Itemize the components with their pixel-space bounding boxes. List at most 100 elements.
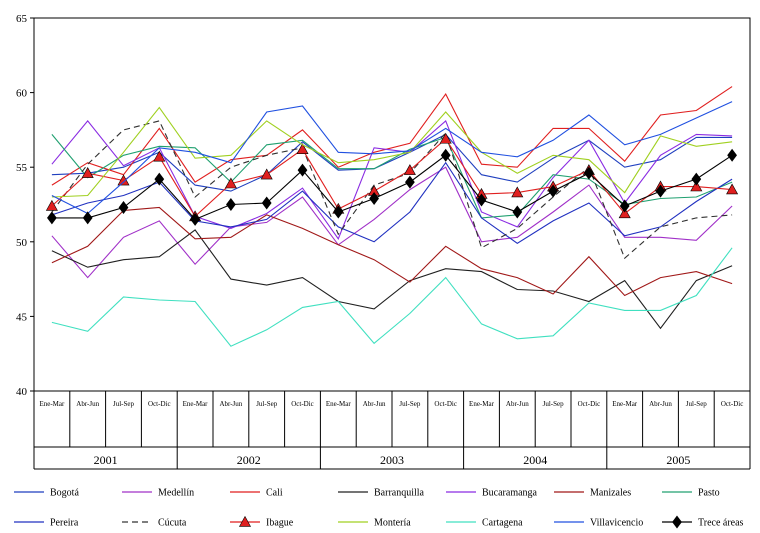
triangle-marker [260, 168, 273, 180]
x-tick-label: Oct-Dic [148, 400, 171, 408]
series-4 [51, 119, 733, 240]
triangle-marker [45, 199, 58, 211]
legend-label: Medellín [158, 488, 194, 499]
legend-item: Pereira [14, 518, 79, 529]
triangle-marker [153, 150, 166, 162]
diamond-marker [190, 212, 200, 226]
legend-label: Barranquilla [374, 488, 425, 499]
series-0 [51, 133, 733, 192]
y-axis: 40 45 50 55 60 65 [16, 13, 34, 398]
legend-item: Montería [338, 518, 411, 529]
diamond-marker [476, 193, 487, 207]
legend-label: Manizales [590, 488, 631, 499]
x-tick-label: Oct-Dic [578, 400, 601, 408]
x-tick-label: Jul-Sep [113, 400, 135, 408]
legend-item: Barranquilla [338, 488, 425, 499]
series-line [51, 247, 733, 347]
triangle-marker [726, 183, 739, 195]
legend-item: Medellín [122, 488, 194, 499]
legend-item: Bogotá [14, 488, 79, 499]
year-label: 2001 [94, 453, 118, 467]
legend-label: Cali [266, 488, 283, 499]
x-tick-label: Oct-Dic [291, 400, 314, 408]
x-tick-label: Oct-Dic [434, 400, 457, 408]
triangle-marker [439, 132, 452, 144]
x-tick-label: Abr-Jun [76, 400, 99, 408]
legend: Bogotá Medellín Cali Barranquilla Bucaramang… [14, 488, 744, 529]
diamond-marker [261, 196, 272, 210]
x-axis: Ene-Mar Abr-Jun Jul-Sep Oct-Dic Ene-Mar Abr-J… [33, 391, 751, 470]
diamond-marker [82, 211, 93, 225]
x-tick-label: Ene-Mar [326, 400, 352, 408]
diamond-marker [226, 198, 236, 211]
diamond-marker [333, 205, 344, 219]
x-tick-label: Ene-Mar [183, 400, 209, 408]
series-13 [47, 148, 737, 226]
diamond-marker [369, 192, 379, 206]
diamond-marker [154, 172, 165, 186]
triangle-marker [296, 143, 309, 154]
diamond-marker [619, 199, 630, 213]
legend-label: Cúcuta [158, 518, 187, 529]
x-tick-label: Abr-Jun [219, 400, 242, 408]
legend-label: Bucaramanga [482, 488, 538, 499]
series-8 [51, 120, 733, 260]
y-tick-label: 50 [16, 237, 28, 249]
x-tick-label: Ene-Mar [469, 400, 495, 408]
series-line [51, 119, 733, 240]
triangle-marker [618, 207, 631, 219]
x-tick-label: Ene-Mar [39, 400, 65, 408]
diamond-marker [548, 184, 558, 198]
series-2 [51, 86, 733, 186]
series-line [51, 106, 733, 198]
x-tick-label: Abr-Jun [506, 400, 529, 408]
series-11 [51, 247, 733, 347]
triangle-marker [81, 167, 94, 178]
series-5 [51, 206, 733, 297]
series-line [51, 206, 733, 297]
triangle-marker [690, 180, 703, 192]
legend-item: Cúcuta [122, 518, 187, 529]
series-1 [51, 166, 733, 279]
series-line [51, 138, 733, 218]
series-12 [51, 101, 733, 215]
series-line [51, 166, 733, 279]
triangle-marker [511, 186, 524, 198]
series-line [51, 154, 733, 221]
diamond-marker [118, 200, 129, 214]
legend-label: Ibague [266, 518, 294, 529]
legend-item: Cali [230, 488, 283, 499]
series-line [51, 101, 733, 215]
triangle-marker [238, 515, 252, 527]
legend-item: Manizales [554, 488, 631, 499]
x-tick-label: Jul-Sep [543, 400, 565, 408]
legend-label: Pasto [698, 488, 720, 499]
legend-label: Trece áreas [698, 518, 744, 529]
year-label: 2003 [380, 453, 404, 467]
diamond-marker [47, 211, 57, 225]
legend-item: Bucaramanga [446, 488, 538, 499]
x-tick-label: Jul-Sep [686, 400, 708, 408]
year-label: 2004 [523, 453, 547, 467]
x-tick-label: Oct-Dic [721, 400, 744, 408]
series-10 [51, 106, 733, 198]
legend-item: Trece áreas [662, 515, 744, 529]
legend-label: Bogotá [50, 488, 79, 499]
x-tick-label: Abr-Jun [649, 400, 672, 408]
series-line [51, 120, 733, 260]
year-label: 2005 [666, 453, 690, 467]
triangle-marker [224, 177, 237, 189]
y-tick-label: 40 [16, 386, 28, 398]
legend-label: Cartagena [482, 518, 523, 529]
y-tick-label: 65 [16, 13, 28, 25]
series-line [51, 86, 733, 186]
legend-item: Cartagena [446, 518, 523, 529]
x-tick-label: Jul-Sep [256, 400, 278, 408]
series-line [51, 229, 733, 330]
series-9 [45, 132, 739, 222]
series-3 [51, 229, 733, 330]
x-tick-label: Abr-Jun [363, 400, 386, 408]
diamond-marker [584, 166, 594, 180]
diamond-marker [655, 184, 666, 198]
